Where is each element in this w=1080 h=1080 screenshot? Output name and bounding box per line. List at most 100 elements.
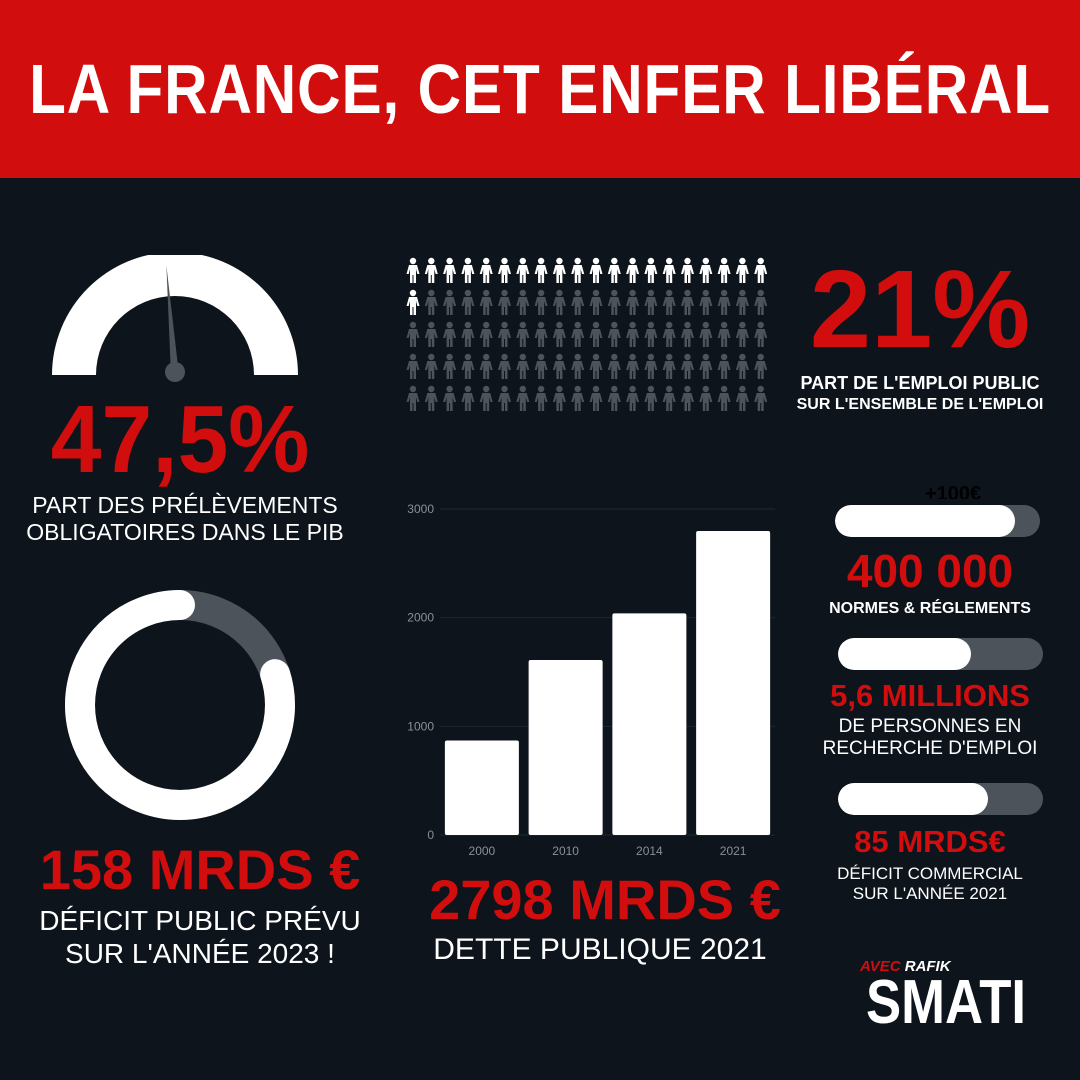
person-icon [479,385,493,411]
person-icon [626,289,640,315]
person-icon [644,321,658,347]
person-icon [571,289,585,315]
person-icon [443,257,457,283]
person-icon [626,385,640,411]
stat-value-wrap: 5,6 MILLIONS [815,680,1045,711]
person-icon [589,321,603,347]
x-tick-label: 2014 [636,844,663,858]
person-icon [571,257,585,283]
person-icon [406,321,420,347]
person-icon [681,257,694,283]
deficit-caption-line2: SUR L'ANNÉE 2023 ! [65,938,335,970]
stat-caption: NORMES & RÉGLEMENTS [829,600,1031,617]
person-icon [461,353,475,379]
people-pictogram [406,257,768,411]
people-value: 21% [809,248,1031,371]
ring-fill [65,590,295,820]
person-icon [699,353,713,379]
bar [528,660,603,835]
person-icon [498,257,511,283]
person-icon [479,289,493,315]
page-title: LA FRANCE, CET ENFER LIBÉRAL [29,50,1051,128]
person-icon [662,321,676,347]
gauge-value-wrap: 47,5% [20,392,340,488]
person-icon [754,321,768,347]
person-icon [479,257,493,283]
y-tick-label: 3000 [407,502,434,516]
stat-progress-fill [835,505,1016,537]
debt-value-wrap: 2798 MRDS € [400,872,810,928]
person-icon [754,385,768,411]
gauge-caption-line2: OBLIGATOIRES DANS LE PIB [26,519,344,546]
person-icon [461,385,475,411]
gauge-arc [52,255,298,375]
person-icon [443,321,457,347]
person-icon [589,289,603,315]
person-icon [534,289,548,315]
person-icon [516,257,530,283]
person-icon [681,353,694,379]
stat-value: 85 MRDS€ [854,824,1006,859]
person-icon [516,353,530,379]
person-icon [662,353,676,379]
person-icon [406,385,420,411]
stat-value: 5,6 MILLIONS [830,678,1030,713]
person-icon [461,289,475,315]
person-icon [498,385,511,411]
person-icon [699,321,713,347]
stat-tag: +100€ [925,483,982,499]
person-icon [644,257,658,283]
person-icon [534,385,548,411]
person-icon [479,353,493,379]
person-icon [498,289,511,315]
person-icon [754,257,768,283]
deficit-caption-line1: DÉFICIT PUBLIC PRÉVU [39,905,361,936]
stat-progress-fill [838,638,972,670]
people-caption: PART DE L'EMPLOI PUBLIC SUR L'ENSEMBLE D… [780,373,1060,414]
person-icon [735,257,749,283]
person-icon [699,257,713,283]
person-icon [717,257,731,283]
person-icon [552,289,566,315]
person-icon [552,385,566,411]
stat-value: 400 000 [846,545,1014,597]
person-icon [552,257,566,283]
person-icon [479,321,493,347]
person-icon [571,353,585,379]
person-icon [717,385,731,411]
y-tick-label: 1000 [407,719,434,733]
person-icon [681,321,694,347]
stat-value-wrap: 400 000 [815,548,1045,594]
person-icon [571,385,585,411]
person-icon [754,289,768,315]
person-icon [516,385,530,411]
bar [612,613,687,835]
person-icon [443,353,457,379]
logo-line1: AVEC RAFIK [860,958,951,975]
person-icon [424,321,438,347]
stat-caption-line2: RECHERCHE D'EMPLOI [822,738,1038,760]
person-icon [424,385,438,411]
person-icon [406,289,420,315]
person-icon [681,289,694,315]
stat-progress-bar [838,638,1043,670]
person-icon [717,353,731,379]
person-icon [644,385,658,411]
gauge-caption-line1: PART DES PRÉLÈVEMENTS [32,492,338,518]
person-icon [589,353,603,379]
person-icon [406,257,420,283]
person-icon [626,353,640,379]
person-icon [461,257,475,283]
person-icon [424,353,438,379]
logo: SMATI [866,972,1054,1034]
person-icon [662,289,676,315]
person-icon [498,353,511,379]
title-banner: LA FRANCE, CET ENFER LIBÉRAL [0,0,1080,178]
person-icon [626,257,640,283]
deficit-ring [65,590,295,820]
person-icon [699,385,713,411]
person-icon [589,257,603,283]
logo-rafik: RAFIK [904,958,951,975]
stat-progress-bar [835,505,1040,537]
gauge-hub [165,362,185,382]
